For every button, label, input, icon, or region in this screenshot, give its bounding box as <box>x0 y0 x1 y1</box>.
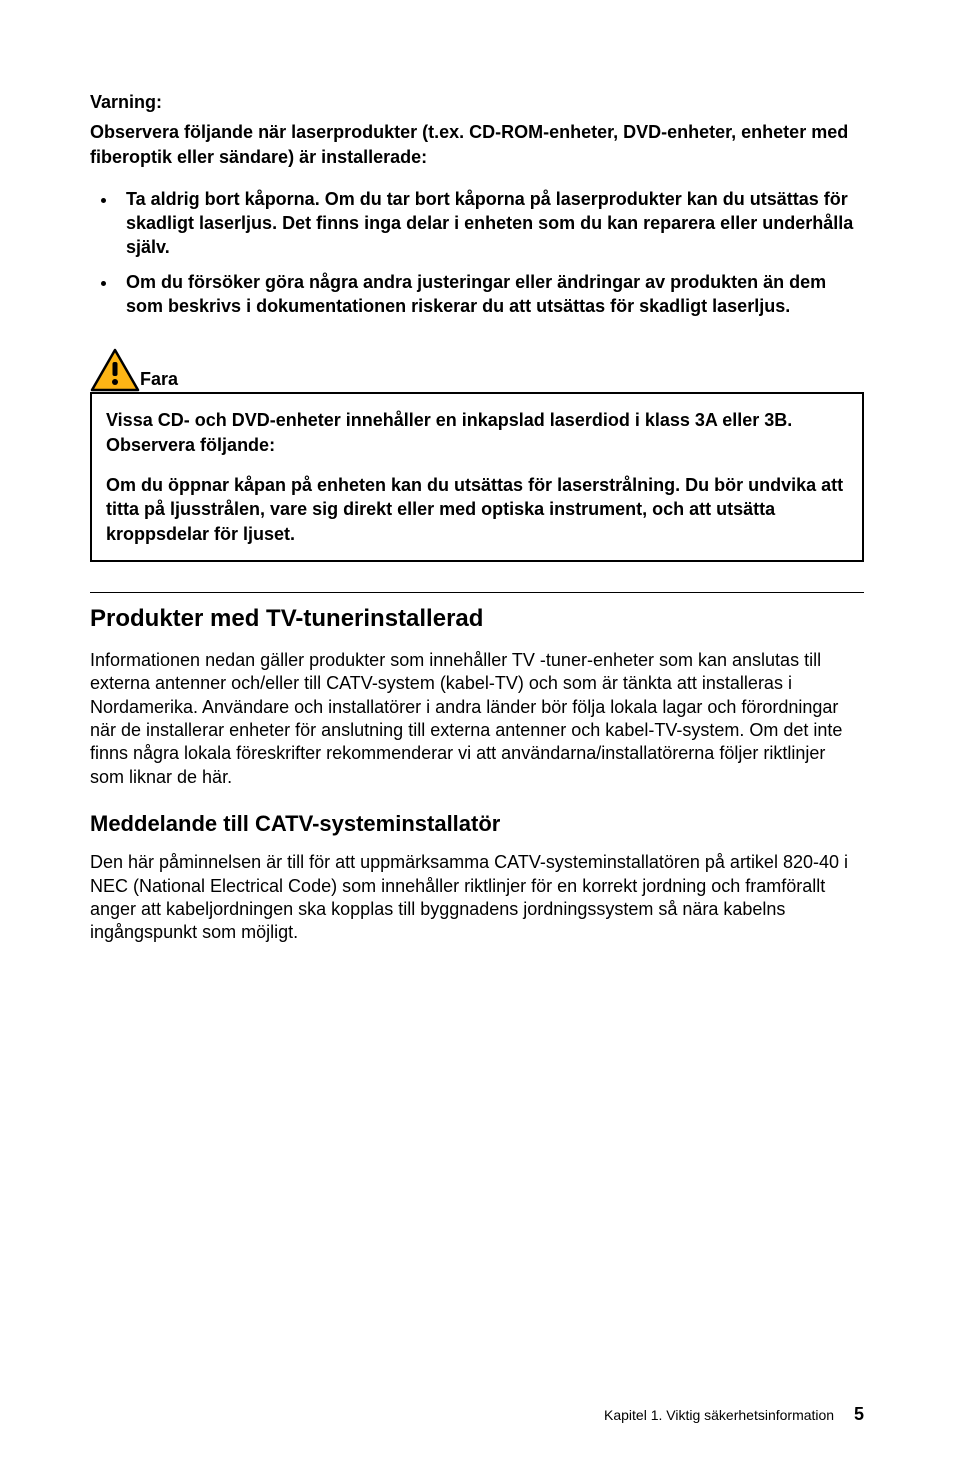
fara-label: Fara <box>140 369 178 392</box>
subsection-title: Meddelande till CATV-systeminstallatör <box>90 811 864 837</box>
warning-body-text: Observera följande när laserprodukter (t… <box>90 120 864 169</box>
warning-block: Varning: Observera följande när laserpro… <box>90 90 864 318</box>
section-divider <box>90 592 864 593</box>
section-body: Informationen nedan gäller produkter som… <box>90 649 864 789</box>
page-footer: Kapitel 1. Viktig säkerhetsinformation 5 <box>604 1404 864 1425</box>
fara-paragraph: Vissa CD- och DVD-enheter innehåller en … <box>106 408 848 457</box>
warning-bullet-item: Ta aldrig bort kåporna. Om du tar bort k… <box>118 187 864 260</box>
footer-page-number: 5 <box>854 1404 864 1424</box>
page-container: Varning: Observera följande när laserpro… <box>0 0 954 1475</box>
warning-bullet-list: Ta aldrig bort kåporna. Om du tar bort k… <box>90 187 864 318</box>
warning-triangle-icon <box>90 348 140 392</box>
warning-heading: Varning: <box>90 90 864 114</box>
section-body: Den här påminnelsen är till för att uppm… <box>90 851 864 945</box>
warning-bullet-item: Om du försöker göra några andra justerin… <box>118 270 864 319</box>
fara-header-row: Fara <box>90 348 864 392</box>
fara-paragraph: Om du öppnar kåpan på enheten kan du uts… <box>106 473 848 546</box>
fara-box: Vissa CD- och DVD-enheter innehåller en … <box>90 392 864 561</box>
footer-chapter: Kapitel 1. Viktig säkerhetsinformation <box>604 1407 834 1423</box>
section-title: Produkter med TV-tunerinstallerad <box>90 605 864 633</box>
